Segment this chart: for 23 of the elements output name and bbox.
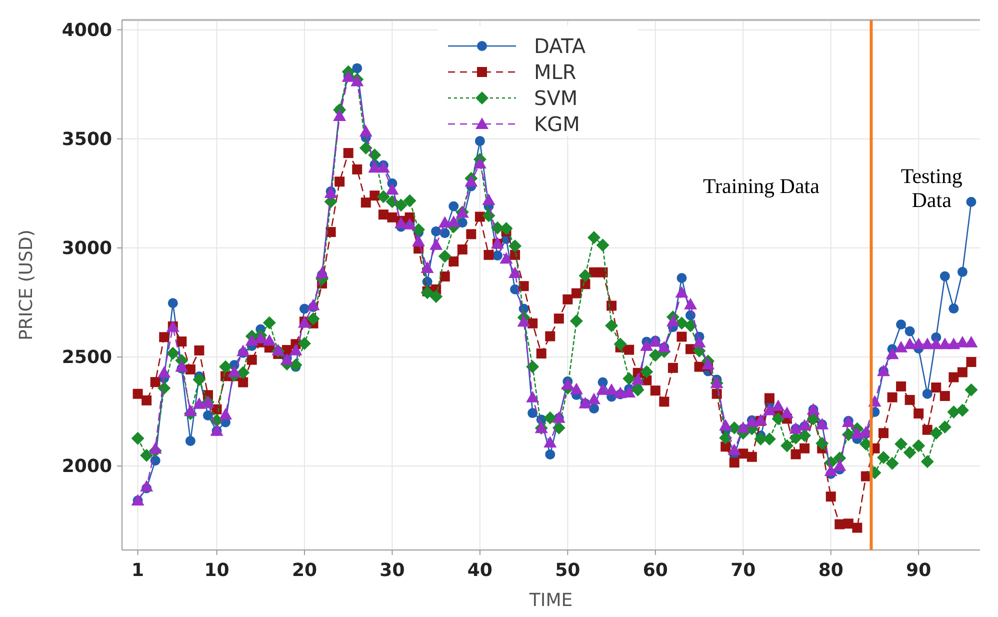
x-tick-label: 50 bbox=[555, 560, 580, 581]
y-tick-label: 4000 bbox=[62, 20, 112, 41]
annotation: Testing Data bbox=[900, 164, 963, 212]
y-tick-label: 2000 bbox=[62, 456, 112, 478]
y-tick-label: 3500 bbox=[62, 128, 112, 150]
legend-label: KGM bbox=[534, 112, 580, 136]
x-tick-label: 40 bbox=[467, 560, 492, 581]
legend-label: DATA bbox=[534, 34, 586, 58]
y-axis-title: PRICE (USD) bbox=[16, 230, 37, 340]
x-tick-label: 70 bbox=[730, 560, 756, 581]
x-tick-label: 90 bbox=[906, 560, 932, 581]
x-axis-title: TIME bbox=[528, 590, 573, 611]
y-tick-label: 3000 bbox=[62, 238, 112, 259]
annotation: Training Data bbox=[702, 174, 820, 198]
legend-label: SVM bbox=[534, 86, 578, 110]
x-tick-label: 30 bbox=[380, 560, 405, 581]
x-tick-label: 60 bbox=[642, 560, 668, 581]
x-tick-label: 10 bbox=[204, 560, 230, 581]
y-tick-label: 2500 bbox=[62, 346, 112, 368]
x-tick-label: 80 bbox=[818, 560, 844, 581]
x-tick-label: 1 bbox=[132, 560, 144, 581]
legend-label: MLR bbox=[534, 60, 576, 84]
x-tick-label: 20 bbox=[292, 560, 318, 581]
